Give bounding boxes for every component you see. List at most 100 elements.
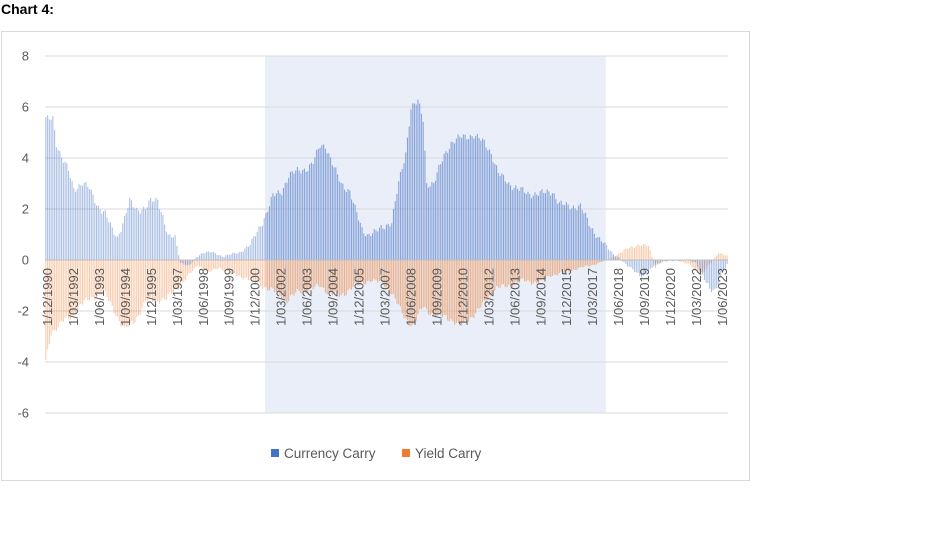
yield-carry-bar: [82, 260, 84, 305]
currency-carry-bar: [696, 260, 698, 267]
currency-carry-bar: [293, 173, 295, 260]
yield-carry-bar: [249, 260, 251, 281]
currency-carry-bar: [558, 202, 560, 260]
currency-carry-bar: [68, 170, 70, 260]
yield-carry-bar: [54, 260, 56, 330]
currency-carry-bar: [717, 260, 719, 285]
currency-carry-bar: [417, 99, 419, 260]
currency-carry-bar: [441, 161, 443, 260]
currency-carry-bar: [307, 171, 309, 260]
yield-carry-bar: [225, 260, 227, 271]
currency-carry-bar: [211, 252, 213, 260]
currency-carry-bar: [314, 157, 316, 260]
currency-carry-bar: [344, 189, 346, 260]
yield-carry-bar: [621, 252, 623, 260]
yield-carry-bar: [499, 260, 501, 288]
currency-carry-bar: [342, 183, 344, 260]
currency-carry-bar: [721, 260, 723, 273]
currency-carry-bar: [551, 193, 553, 260]
currency-carry-bar: [403, 163, 405, 260]
currency-carry-bar: [574, 208, 576, 260]
currency-carry-bar: [258, 226, 260, 260]
yield-carry-bar: [279, 260, 281, 296]
yield-carry-bar: [688, 260, 690, 264]
currency-carry-bar: [382, 228, 384, 260]
currency-carry-bar: [200, 253, 202, 260]
yield-carry-bar: [151, 260, 153, 302]
yield-carry-bar: [282, 260, 284, 299]
yield-carry-bar: [511, 260, 513, 288]
currency-carry-bar: [557, 203, 559, 260]
currency-carry-bar: [183, 260, 185, 265]
currency-carry-bar: [116, 236, 119, 260]
x-tick-label: 1/09/1999: [222, 268, 237, 326]
yield-carry-bar: [647, 245, 650, 260]
currency-carry-bar: [106, 217, 108, 260]
currency-carry-bar: [226, 254, 229, 260]
yield-carry-bar: [61, 260, 63, 322]
yield-carry-bar: [441, 260, 443, 318]
yield-carry-bar: [373, 260, 375, 279]
yield-carry-bar: [696, 260, 698, 274]
currency-carry-bar: [176, 245, 178, 260]
yield-carry-bar: [534, 260, 536, 282]
currency-carry-bar: [206, 251, 208, 260]
currency-carry-bar: [627, 260, 629, 267]
currency-carry-bar: [469, 134, 471, 260]
yield-carry-bar: [710, 260, 712, 263]
yield-carry-bar: [75, 260, 77, 315]
yield-carry-bar: [593, 260, 595, 265]
yield-carry-bar: [564, 260, 566, 273]
currency-carry-bar: [300, 173, 302, 260]
yield-carry-bar: [137, 260, 139, 316]
yield-carry-bar: [317, 260, 319, 286]
currency-carry-bar: [434, 180, 436, 260]
yield-carry-bar: [220, 260, 222, 269]
yield-carry-bar: [707, 260, 709, 266]
yield-carry-bar: [366, 260, 368, 282]
yield-carry-bar: [251, 260, 253, 279]
yield-carry-bar: [632, 247, 634, 260]
currency-carry-bar: [73, 188, 75, 260]
yield-carry-bar: [646, 246, 648, 260]
yield-carry-bar: [497, 260, 499, 288]
yield-carry-bar: [717, 253, 719, 260]
currency-carry-bar: [564, 205, 566, 260]
yield-carry-bar: [179, 260, 181, 286]
yield-carry-bar: [426, 260, 428, 309]
yield-carry-bar: [665, 260, 667, 262]
yield-carry-bar: [108, 260, 110, 302]
yield-carry-bar: [443, 260, 445, 315]
yield-carry-bar: [592, 260, 594, 265]
yield-carry-bar: [682, 260, 684, 263]
currency-carry-bar: [321, 145, 323, 260]
yield-carry-bar: [312, 260, 314, 290]
currency-carry-bar: [134, 208, 136, 260]
x-tick-label: 1/06/1993: [92, 268, 107, 326]
currency-carry-bar: [518, 190, 520, 260]
currency-carry-bar: [185, 260, 187, 266]
currency-carry-bar: [726, 260, 728, 264]
currency-carry-bar: [171, 237, 173, 260]
currency-carry-bar: [277, 190, 279, 260]
yield-carry-bar: [349, 260, 351, 289]
yield-carry-bar: [721, 253, 723, 260]
yield-carry-bar: [307, 260, 309, 293]
currency-carry-bar: [454, 143, 456, 260]
currency-carry-bar: [249, 244, 251, 260]
currency-carry-bar: [232, 252, 234, 260]
yield-carry-bar: [667, 260, 669, 262]
currency-carry-bar: [508, 182, 510, 260]
yield-carry-bar: [260, 260, 262, 287]
currency-carry-bar: [209, 252, 211, 260]
currency-carry-bar: [347, 189, 349, 260]
currency-carry-bar: [600, 241, 602, 260]
yield-carry-bar: [113, 260, 115, 314]
yield-carry-bar: [686, 260, 688, 264]
currency-carry-bar: [555, 199, 557, 260]
yield-carry-bar: [109, 260, 112, 302]
currency-carry-bar: [289, 171, 291, 260]
currency-carry-bar: [522, 187, 524, 260]
currency-carry-bar: [392, 209, 395, 260]
yield-carry-bar: [726, 255, 728, 260]
